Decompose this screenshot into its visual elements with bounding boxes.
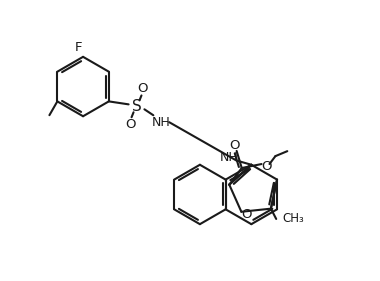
Text: O: O bbox=[241, 208, 252, 221]
Text: O: O bbox=[261, 160, 272, 173]
Text: O: O bbox=[230, 139, 240, 153]
Text: CH₃: CH₃ bbox=[282, 212, 304, 225]
Text: O: O bbox=[125, 118, 136, 131]
Text: O: O bbox=[137, 82, 148, 95]
Text: F: F bbox=[74, 41, 82, 55]
Text: S: S bbox=[131, 99, 141, 114]
Text: NH: NH bbox=[220, 151, 239, 164]
Text: NH: NH bbox=[152, 116, 171, 129]
